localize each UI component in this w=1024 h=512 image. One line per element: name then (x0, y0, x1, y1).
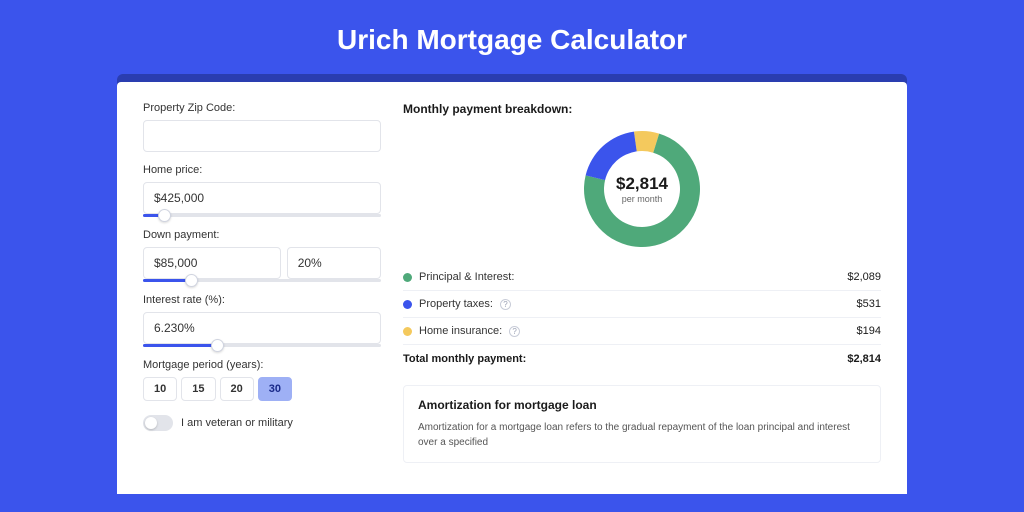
zip-field: Property Zip Code: (143, 102, 381, 152)
form-panel: Property Zip Code: Home price: Down paym… (143, 102, 381, 474)
period-field: Mortgage period (years): 10152030 (143, 359, 381, 401)
slider-thumb[interactable] (185, 274, 198, 287)
down-payment-input[interactable] (143, 247, 281, 279)
help-icon[interactable]: ? (500, 299, 511, 310)
amortization-title: Amortization for mortgage loan (418, 398, 866, 412)
amortization-card: Amortization for mortgage loan Amortizat… (403, 385, 881, 463)
period-group: 10152030 (143, 377, 381, 401)
legend-label: Principal & Interest: (419, 271, 514, 283)
interest-slider[interactable] (143, 344, 381, 347)
interest-input[interactable] (143, 312, 381, 344)
legend-value: $2,089 (847, 271, 881, 283)
period-label: Mortgage period (years): (143, 359, 381, 371)
interest-label: Interest rate (%): (143, 294, 381, 306)
home-price-input[interactable] (143, 182, 381, 214)
home-price-label: Home price: (143, 164, 381, 176)
zip-input[interactable] (143, 120, 381, 152)
legend-dot (403, 327, 412, 336)
legend-value: $531 (857, 298, 881, 310)
legend-label: Home insurance: (419, 325, 502, 337)
legend-row: Principal & Interest: $2,089 (403, 264, 881, 291)
legend-dot (403, 300, 412, 309)
legend-label: Property taxes: (419, 298, 493, 310)
down-payment-pct-input[interactable] (287, 247, 381, 279)
breakdown-panel: Monthly payment breakdown: $2,814 per mo… (403, 102, 881, 474)
veteran-row: I am veteran or military (143, 415, 381, 431)
legend-row: Property taxes:? $531 (403, 291, 881, 318)
down-payment-label: Down payment: (143, 229, 381, 241)
donut-wrap: $2,814 per month (403, 128, 881, 250)
period-button-20[interactable]: 20 (220, 377, 254, 401)
period-button-30[interactable]: 30 (258, 377, 292, 401)
legend-dot (403, 273, 412, 282)
period-button-15[interactable]: 15 (181, 377, 215, 401)
donut-chart: $2,814 per month (581, 128, 703, 250)
zip-label: Property Zip Code: (143, 102, 381, 114)
veteran-label: I am veteran or military (181, 417, 293, 429)
calculator-card: Property Zip Code: Home price: Down paym… (117, 82, 907, 494)
donut-sublabel: per month (622, 194, 663, 204)
down-payment-field: Down payment: (143, 229, 381, 282)
donut-amount: $2,814 (616, 174, 668, 194)
home-price-slider[interactable] (143, 214, 381, 217)
page-title: Urich Mortgage Calculator (0, 0, 1024, 74)
slider-thumb[interactable] (158, 209, 171, 222)
total-row: Total monthly payment: $2,814 (403, 345, 881, 377)
slider-thumb[interactable] (211, 339, 224, 352)
total-label: Total monthly payment: (403, 353, 526, 365)
total-value: $2,814 (847, 353, 881, 365)
legend: Principal & Interest: $2,089 Property taxe… (403, 264, 881, 345)
toggle-knob (145, 417, 157, 429)
breakdown-title: Monthly payment breakdown: (403, 102, 881, 116)
legend-value: $194 (857, 325, 881, 337)
interest-field: Interest rate (%): (143, 294, 381, 347)
donut-center: $2,814 per month (581, 128, 703, 250)
help-icon[interactable]: ? (509, 326, 520, 337)
period-button-10[interactable]: 10 (143, 377, 177, 401)
legend-row: Home insurance:? $194 (403, 318, 881, 345)
home-price-field: Home price: (143, 164, 381, 217)
card-shadow: Property Zip Code: Home price: Down paym… (117, 74, 907, 494)
veteran-toggle[interactable] (143, 415, 173, 431)
amortization-text: Amortization for a mortgage loan refers … (418, 420, 866, 450)
down-payment-slider[interactable] (143, 279, 381, 282)
